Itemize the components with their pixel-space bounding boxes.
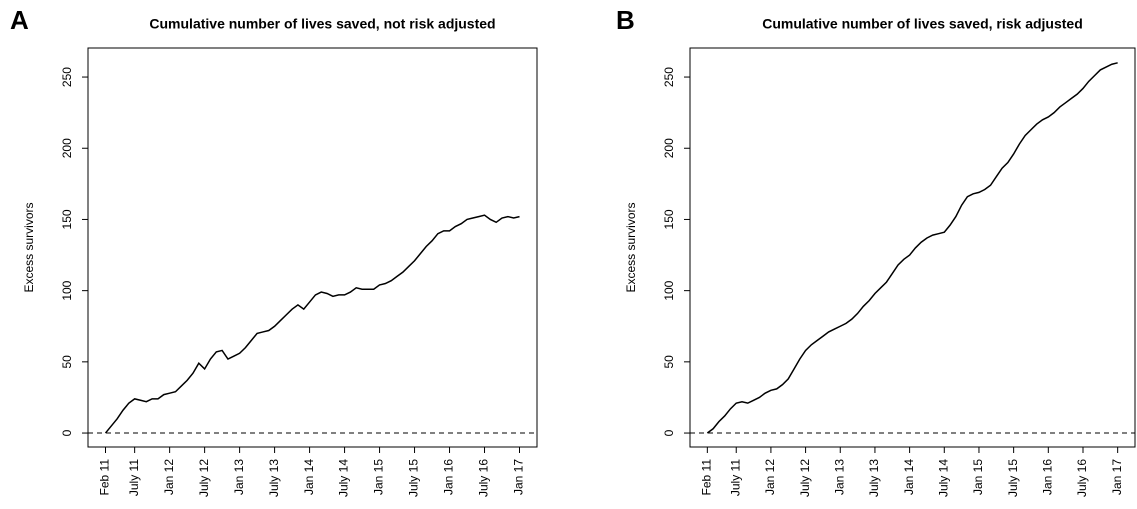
x-tick-label: July 14 <box>337 459 351 497</box>
chart-title: Cumulative number of lives saved, risk a… <box>762 16 1083 32</box>
x-tick-label: July 16 <box>1075 459 1089 497</box>
plot-frame <box>87 47 538 448</box>
x-tick-label: July 16 <box>477 459 491 497</box>
x-tick-label: Feb 11 <box>98 459 112 496</box>
y-tick-label: 0 <box>60 429 74 436</box>
x-tick-label: Jan 16 <box>442 459 456 495</box>
x-tick-label: Feb 11 <box>700 459 714 496</box>
data-line <box>104 214 520 434</box>
y-axis-label: Excess survivors <box>22 202 36 292</box>
y-tick-label: 200 <box>662 138 676 158</box>
x-tick-label: Jan 13 <box>832 459 846 495</box>
x-tick-label: Jan 12 <box>763 459 777 495</box>
y-tick-label: 50 <box>662 355 676 369</box>
x-tick-label: July 15 <box>407 459 421 497</box>
x-tick-label: Jan 16 <box>1040 459 1054 495</box>
x-tick-label: Jan 14 <box>902 459 916 495</box>
x-tick-label: July 13 <box>267 459 281 497</box>
panel-label: B <box>616 5 635 35</box>
x-tick-label: Jan 14 <box>302 459 316 495</box>
y-tick-label: 100 <box>60 280 74 300</box>
x-tick-label: July 14 <box>936 459 950 497</box>
y-tick-label: 200 <box>60 138 74 158</box>
x-tick-label: Jan 12 <box>162 459 176 495</box>
y-tick-label: 150 <box>60 209 74 229</box>
y-tick-label: 50 <box>60 355 74 369</box>
y-tick-label: 250 <box>662 67 676 87</box>
x-tick-label: July 12 <box>798 459 812 497</box>
chart-title: Cumulative number of lives saved, not ri… <box>149 16 495 32</box>
y-tick-label: 250 <box>60 67 74 87</box>
y-tick-label: 0 <box>662 429 676 436</box>
y-tick-label: 100 <box>662 280 676 300</box>
panel-label: A <box>10 5 29 35</box>
data-line <box>706 62 1118 434</box>
x-tick-label: Jan 17 <box>1110 459 1124 495</box>
x-tick-label: July 11 <box>728 459 742 496</box>
y-tick-label: 150 <box>662 209 676 229</box>
plot-frame <box>689 47 1136 448</box>
x-tick-label: Jan 15 <box>372 459 386 495</box>
x-tick-label: Jan 17 <box>512 459 526 495</box>
x-tick-label: Jan 13 <box>232 459 246 495</box>
y-axis-label: Excess survivors <box>624 202 638 292</box>
x-tick-label: July 12 <box>197 459 211 497</box>
x-tick-label: July 11 <box>127 459 141 496</box>
x-tick-label: July 15 <box>1006 459 1020 497</box>
x-tick-label: Jan 15 <box>971 459 985 495</box>
x-tick-label: July 13 <box>867 459 881 497</box>
